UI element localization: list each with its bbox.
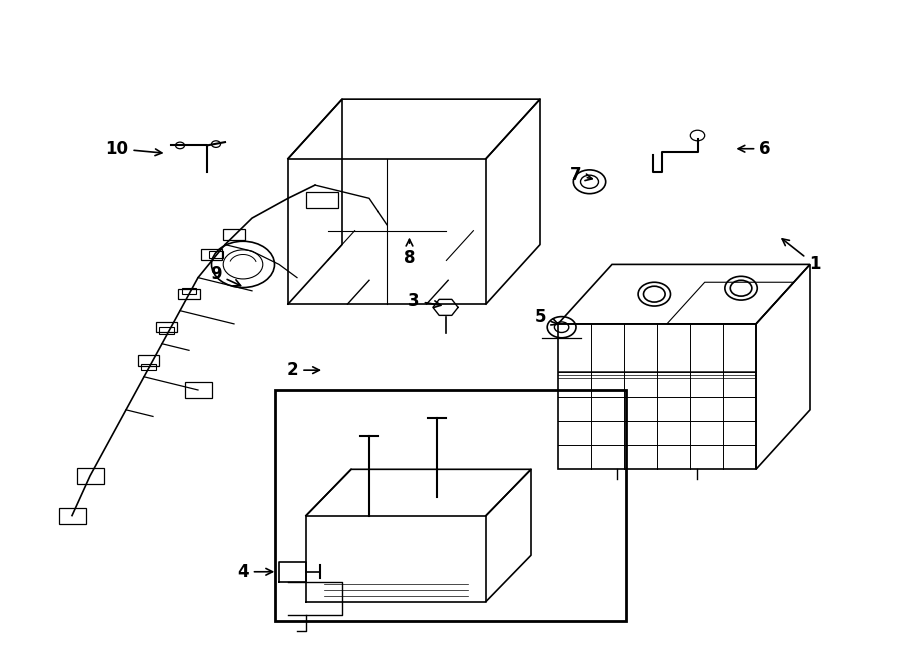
Text: 5: 5	[535, 308, 558, 327]
Bar	[58, 508, 86, 524]
Bar	[141, 364, 156, 370]
Text: 7: 7	[571, 166, 592, 184]
Bar	[209, 251, 223, 258]
Text: 9: 9	[211, 265, 240, 286]
Bar	[138, 355, 159, 366]
Bar	[182, 288, 196, 294]
Text: 1: 1	[782, 239, 820, 274]
Text: 2: 2	[287, 361, 320, 379]
Text: 3: 3	[409, 292, 441, 310]
Bar	[159, 327, 174, 334]
Circle shape	[644, 286, 665, 302]
Bar	[306, 192, 338, 208]
Text: 4: 4	[238, 563, 273, 581]
Bar	[184, 382, 212, 398]
Bar	[76, 468, 104, 484]
Bar	[178, 289, 200, 299]
Bar	[274, 390, 626, 621]
Text: 8: 8	[404, 239, 415, 267]
Text: 10: 10	[105, 139, 162, 158]
Bar	[223, 229, 245, 240]
Bar	[201, 249, 222, 260]
Circle shape	[730, 280, 752, 296]
Bar	[156, 322, 177, 332]
Text: 6: 6	[738, 139, 770, 158]
